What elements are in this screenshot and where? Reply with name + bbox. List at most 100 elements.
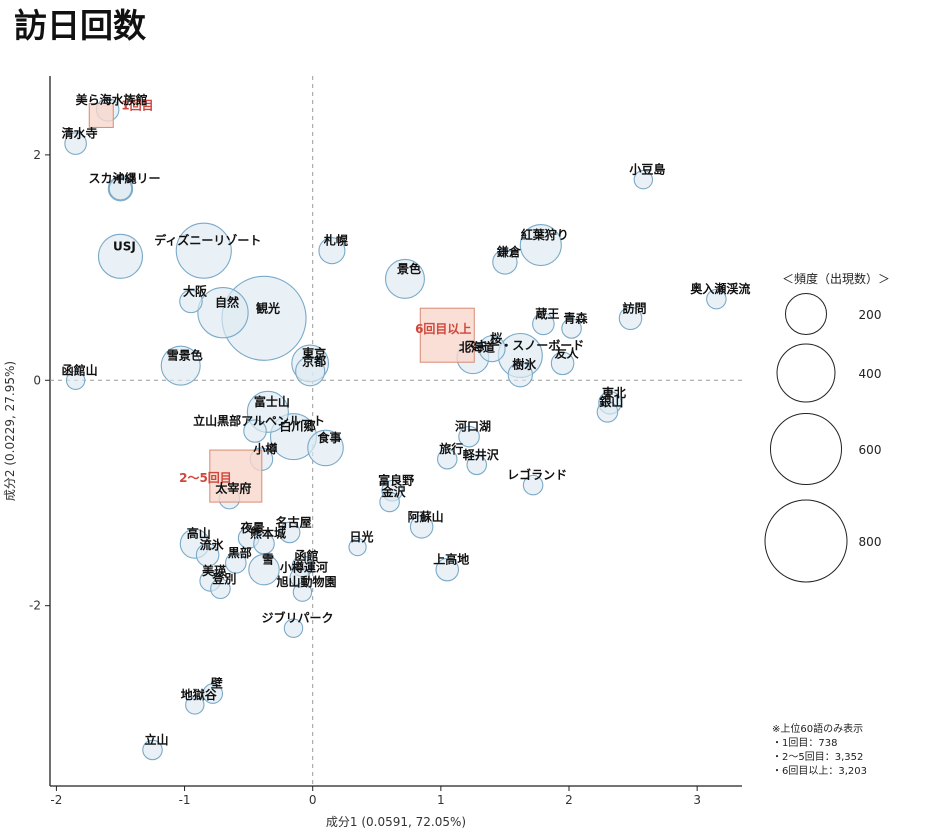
- bubble: [379, 491, 400, 513]
- bubble: [142, 739, 163, 761]
- bubble: [466, 454, 488, 476]
- bubble: [179, 289, 203, 314]
- point-label: スキー・スノーボード: [464, 337, 584, 352]
- legend-circle: [776, 343, 836, 403]
- bubble: [195, 543, 220, 567]
- legend-circle: [784, 292, 828, 336]
- point-label: 名古屋: [276, 514, 312, 529]
- category-box: [88, 102, 114, 128]
- point-label: 訪問: [623, 300, 647, 315]
- bubble: [185, 695, 205, 715]
- point-label: 紅葉狩り: [521, 227, 569, 242]
- legend-value: 800: [859, 535, 882, 549]
- point-label: 上高地: [433, 552, 469, 567]
- bubble: [550, 351, 575, 376]
- axes: -2 -1 0 1 2 3 -2 0 2 成分1 (0.0591, 72.05%) 成分2 (0.0…: [3, 76, 742, 829]
- bubble: [519, 223, 562, 267]
- point-label: 食事: [317, 430, 342, 445]
- bubble: [253, 532, 275, 555]
- bubble: [307, 429, 344, 467]
- page-title: 訪日回数: [14, 6, 146, 45]
- bubble: [202, 683, 224, 704]
- point-label: 樹氷: [512, 357, 537, 372]
- point-label: 友人: [554, 345, 580, 360]
- point-label: 鎌倉: [496, 244, 522, 259]
- bubble: [283, 618, 304, 638]
- y-axis-label: 成分2 (0.0229, 27.95%): [3, 361, 17, 501]
- bubble: [318, 237, 346, 265]
- bubble: [706, 288, 727, 310]
- point-label: 雪: [262, 553, 274, 567]
- bubble: [561, 318, 582, 339]
- point-label: 阿蘇山: [408, 509, 444, 524]
- point-label: 高山: [187, 526, 211, 541]
- point-label: 熊本城: [250, 526, 286, 541]
- point-label: 沖縄: [112, 171, 136, 186]
- point-label: 東北: [602, 385, 626, 400]
- point-label: ジブリパーク: [261, 610, 333, 625]
- point-label: 観光: [256, 300, 280, 315]
- bubble: [65, 370, 86, 391]
- bubble: [492, 249, 518, 275]
- point-label: 函館山: [62, 362, 98, 377]
- category-markers: 1回目 2～5回目 6回目以上: [88, 98, 475, 503]
- point-label: 夜景: [240, 520, 265, 535]
- point-label: 景色: [397, 261, 421, 276]
- point-label: 雪景色: [167, 348, 203, 363]
- legend-title: ＜頻度（出現数）＞: [782, 271, 890, 286]
- note-line: ・6回目以上：3,203: [772, 766, 867, 777]
- bubble: [210, 578, 231, 600]
- bubble: [160, 345, 201, 386]
- bubble: [348, 537, 367, 557]
- bubble: [409, 515, 434, 539]
- point-label: 地獄谷: [181, 687, 218, 702]
- point-label: 大阪: [183, 283, 208, 298]
- bubbles: [64, 98, 727, 761]
- bubble: [278, 521, 301, 544]
- category-box: [419, 307, 475, 363]
- point-label: 銀山: [598, 394, 623, 409]
- point-label: 美ら海水族館: [76, 92, 148, 107]
- category-box: [209, 449, 263, 503]
- bubble: [522, 474, 544, 496]
- x-axis-label: 成分1 (0.0591, 72.05%): [326, 815, 466, 829]
- x-tick-label: -2: [50, 793, 62, 807]
- point-label: 清水寺: [62, 126, 98, 141]
- bubble: [532, 312, 555, 336]
- point-label: 立山黒部アルペンルート: [193, 413, 325, 428]
- size-legend: ＜頻度（出現数）＞ 200 400 600 800: [764, 271, 890, 583]
- point-label: 小豆島: [629, 162, 665, 177]
- x-tick-label: 1: [437, 793, 445, 807]
- note-line: ・1回目：738: [772, 738, 838, 749]
- x-tick-label: 0: [309, 793, 317, 807]
- point-label: 桜: [490, 331, 502, 346]
- point-label: USJ: [113, 239, 136, 253]
- point-label: 北海道: [459, 340, 495, 355]
- point-label: 青森: [564, 310, 589, 325]
- bubble: [596, 401, 619, 423]
- point-label: 金沢: [381, 484, 407, 499]
- point-label: 旅行: [439, 441, 463, 456]
- point-label: 軽井沢: [463, 447, 500, 462]
- point-label: 札幌: [323, 233, 348, 248]
- bubble: [436, 448, 458, 470]
- point-label: 流氷: [200, 537, 225, 552]
- y-tick-label: -2: [29, 599, 41, 613]
- bubble: [507, 361, 533, 388]
- legend-circle: [769, 412, 843, 486]
- legend-value: 600: [859, 443, 882, 457]
- bubble: [618, 306, 643, 331]
- bubble: [243, 419, 267, 443]
- bubble: [175, 222, 232, 279]
- bubble: [633, 169, 654, 190]
- point-label: 旭山動物園: [275, 574, 336, 589]
- bubble: [197, 287, 249, 339]
- point-label: 蔵王: [535, 306, 559, 321]
- point-label: 小樽: [253, 441, 277, 456]
- x-tick-label: 3: [693, 793, 701, 807]
- bubble: [478, 335, 506, 363]
- x-tick-label: 2: [565, 793, 573, 807]
- y-tick-label: 0: [33, 373, 41, 387]
